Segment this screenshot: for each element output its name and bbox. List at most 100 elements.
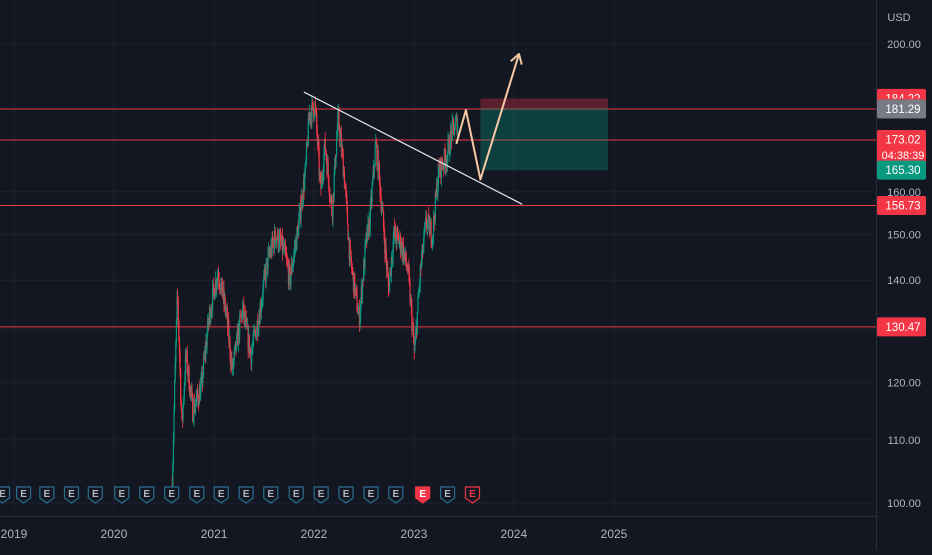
position-stop-zone[interactable] xyxy=(480,108,608,171)
candle-body xyxy=(382,211,385,228)
candle-body xyxy=(317,141,320,149)
earnings-marker[interactable] xyxy=(263,486,279,504)
candle-body xyxy=(225,310,228,312)
earnings-marker[interactable] xyxy=(213,486,229,504)
earnings-marker[interactable] xyxy=(63,486,80,504)
candle-body xyxy=(429,222,432,225)
earnings-marker-letter: E xyxy=(469,489,476,500)
candle-body xyxy=(426,224,428,229)
candle-body xyxy=(317,141,319,143)
candle-body xyxy=(381,209,383,211)
candle-body xyxy=(432,216,435,236)
candle-body xyxy=(358,307,360,312)
candle-body xyxy=(351,269,353,271)
price-label-tag[interactable] xyxy=(877,99,926,119)
candle-body xyxy=(336,139,338,156)
candle-body xyxy=(221,277,223,297)
earnings-marker[interactable] xyxy=(15,486,32,504)
candle-body xyxy=(337,111,339,131)
x-tick-label: 2022 xyxy=(301,527,328,541)
projection-path[interactable] xyxy=(455,53,520,181)
candle-body xyxy=(228,320,230,342)
candle-body xyxy=(386,268,388,270)
price-label-tag[interactable] xyxy=(877,195,926,215)
candle-body xyxy=(342,148,344,154)
price-label-tag[interactable] xyxy=(877,129,926,166)
candle-body xyxy=(423,231,425,245)
candle-body xyxy=(418,287,420,296)
candle-body xyxy=(455,116,458,119)
candle-body xyxy=(387,268,389,277)
earnings-marker-letter: E xyxy=(218,489,225,500)
currency-label: USD xyxy=(887,12,910,24)
earnings-marker[interactable] xyxy=(363,486,379,504)
candle-body xyxy=(320,179,322,189)
candle-body xyxy=(224,297,226,304)
earnings-marker[interactable] xyxy=(164,486,180,504)
earnings-marker[interactable] xyxy=(114,486,130,504)
candle-body xyxy=(281,235,283,244)
candle-body xyxy=(405,250,407,263)
candle-body xyxy=(355,288,358,293)
candle-body xyxy=(254,330,256,332)
candle-body xyxy=(187,371,189,375)
earnings-marker[interactable] xyxy=(0,486,11,504)
earnings-marker[interactable] xyxy=(189,486,205,504)
candle-body xyxy=(189,386,191,395)
price-label-tag[interactable] xyxy=(877,317,926,337)
candle-body xyxy=(379,194,382,196)
candle-body xyxy=(239,315,241,339)
candle-body xyxy=(311,101,313,123)
candle-body xyxy=(297,227,299,237)
candle-body xyxy=(322,172,324,179)
candle-body xyxy=(424,221,426,229)
candle-body xyxy=(310,113,312,123)
candle-body xyxy=(206,334,208,347)
trendline[interactable] xyxy=(303,91,523,205)
earnings-marker[interactable] xyxy=(313,486,329,504)
candle-body xyxy=(441,165,444,169)
candle-body xyxy=(442,165,444,169)
earnings-marker[interactable] xyxy=(388,486,404,504)
candle-body xyxy=(354,288,356,296)
candle-body xyxy=(447,139,449,155)
candle-body xyxy=(339,133,341,140)
candle-body xyxy=(441,158,443,166)
position-target-zone[interactable] xyxy=(480,98,608,109)
earnings-marker[interactable] xyxy=(87,486,103,504)
candle-body xyxy=(219,288,221,291)
candle-body xyxy=(375,141,377,144)
time-axis[interactable] xyxy=(0,516,876,550)
candle-body xyxy=(321,176,323,179)
candle-body xyxy=(313,116,315,118)
candle-body xyxy=(430,222,432,243)
candle-body xyxy=(433,216,435,220)
candle-body xyxy=(446,154,449,165)
candle-body xyxy=(436,184,438,197)
price-label-tag[interactable] xyxy=(877,160,926,180)
candle-body xyxy=(286,258,288,263)
candle-body xyxy=(328,175,330,189)
candle-body xyxy=(230,358,232,365)
candle-body xyxy=(364,240,367,246)
earnings-marker[interactable] xyxy=(464,486,481,504)
candle-body xyxy=(233,350,235,361)
candle-body xyxy=(443,149,446,169)
candle-body xyxy=(346,205,349,225)
earnings-marker[interactable] xyxy=(39,486,55,504)
candle-body xyxy=(341,148,343,152)
earnings-marker[interactable] xyxy=(238,486,254,504)
candle-body xyxy=(238,325,240,339)
earnings-marker[interactable] xyxy=(288,486,304,504)
candle-body xyxy=(284,243,286,245)
candle-body xyxy=(384,238,386,254)
candle-body xyxy=(346,196,348,206)
earnings-marker[interactable] xyxy=(415,486,431,504)
earnings-marker[interactable] xyxy=(338,486,354,504)
earnings-marker[interactable] xyxy=(439,486,456,504)
x-tick-label: 2025 xyxy=(601,527,628,541)
earnings-marker[interactable] xyxy=(139,486,155,504)
candle-body xyxy=(216,275,218,283)
